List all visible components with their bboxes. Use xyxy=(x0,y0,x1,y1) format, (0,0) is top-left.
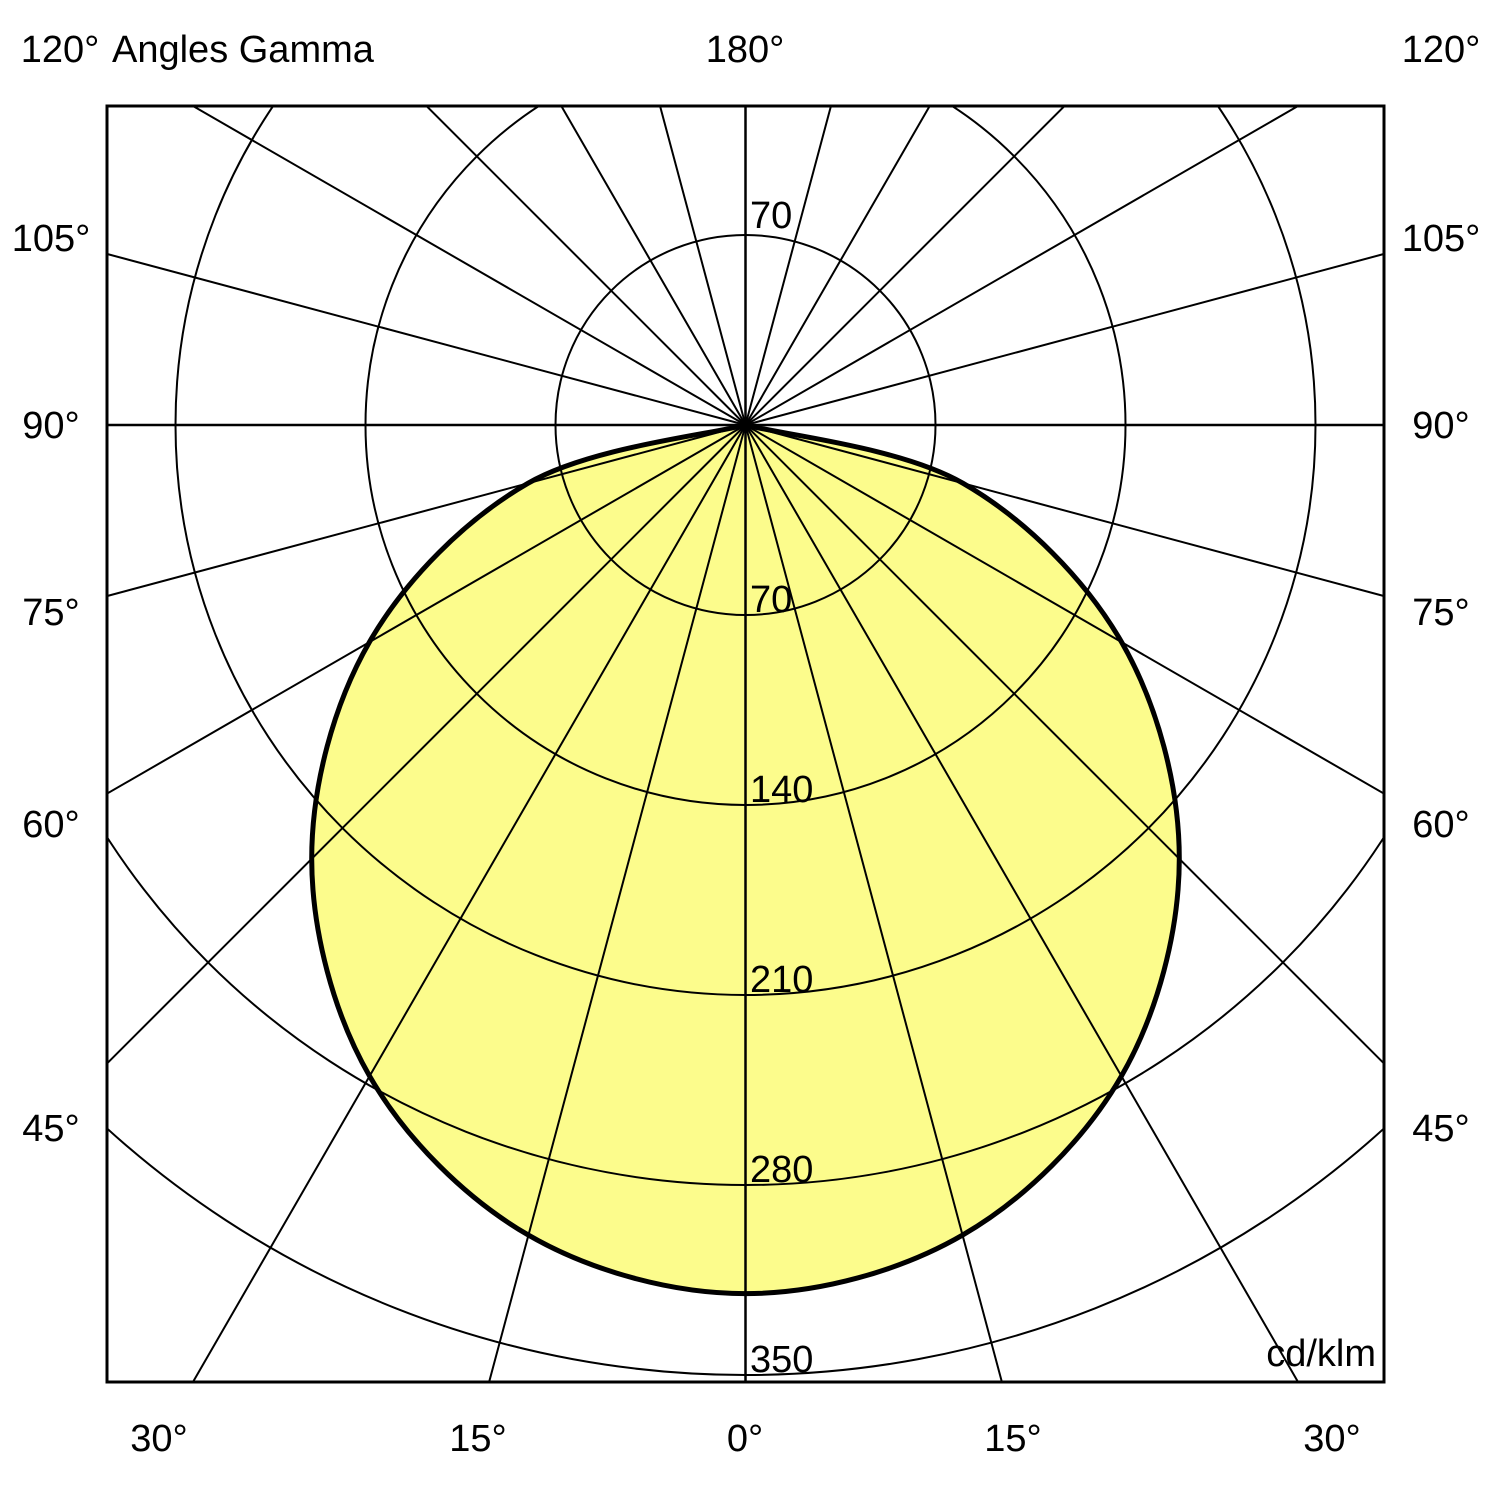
ring-value-label-350: 350 xyxy=(750,1339,813,1381)
gamma-ray-45-left xyxy=(107,424,747,1065)
side-label-right-45: 45° xyxy=(1412,1108,1469,1150)
ring-value-label-140: 140 xyxy=(750,769,813,811)
side-label-right-105: 105° xyxy=(1402,218,1481,260)
side-label-left-75: 75° xyxy=(22,592,79,634)
bottom-label-right-30: 30° xyxy=(1303,1418,1360,1460)
side-label-right-60: 60° xyxy=(1412,804,1469,846)
top-axis-label-180: 180° xyxy=(706,29,785,71)
side-label-right-75: 75° xyxy=(1412,592,1469,634)
gamma-ray-60-right xyxy=(744,424,1384,795)
corner-label-right: 120° xyxy=(1402,29,1481,71)
gamma-ray-135-right xyxy=(744,106,1066,426)
ring-value-label-210: 210 xyxy=(750,959,813,1001)
side-label-left-90: 90° xyxy=(22,405,79,447)
gamma-ray-15-left xyxy=(488,424,747,1382)
bottom-label-left-30: 30° xyxy=(130,1418,187,1460)
bottom-label-0: 0° xyxy=(727,1418,763,1460)
bottom-label-right-15: 15° xyxy=(984,1418,1041,1460)
page-title: Angles Gamma xyxy=(112,29,375,71)
bottom-label-left-15: 15° xyxy=(449,1418,506,1460)
gamma-ray-105-left xyxy=(107,252,746,426)
side-label-left-45: 45° xyxy=(22,1108,79,1150)
unit-label: cd/klm xyxy=(1266,1333,1376,1375)
side-label-right-90: 90° xyxy=(1412,405,1469,447)
gamma-ray-150-left xyxy=(560,106,747,426)
gamma-ray-15-right xyxy=(744,424,1003,1382)
gamma-ray-105-right xyxy=(745,252,1384,426)
intensity-distribution-curve xyxy=(309,422,1182,1297)
gamma-ray-120-left xyxy=(190,106,747,426)
gamma-ray-45-right xyxy=(744,424,1384,1065)
ring-value-label-70: 70 xyxy=(750,579,792,621)
side-label-left-60: 60° xyxy=(22,804,79,846)
gamma-ray-60-left xyxy=(107,424,747,795)
gamma-ray-30-left xyxy=(191,424,747,1382)
gamma-ray-135-left xyxy=(425,106,747,426)
ring-value-label-above-70: 70 xyxy=(750,195,792,237)
side-label-left-105: 105° xyxy=(12,218,91,260)
plot-border xyxy=(105,104,1386,1384)
gamma-ray-150-right xyxy=(744,106,931,426)
gamma-ray-165-left xyxy=(659,106,747,426)
corner-label-left: 120° xyxy=(21,29,100,71)
gamma-ray-165-right xyxy=(744,106,832,426)
ring-value-label-280: 280 xyxy=(750,1149,813,1191)
gamma-ray-30-right xyxy=(744,424,1300,1382)
gamma-ray-120-right xyxy=(744,106,1301,426)
